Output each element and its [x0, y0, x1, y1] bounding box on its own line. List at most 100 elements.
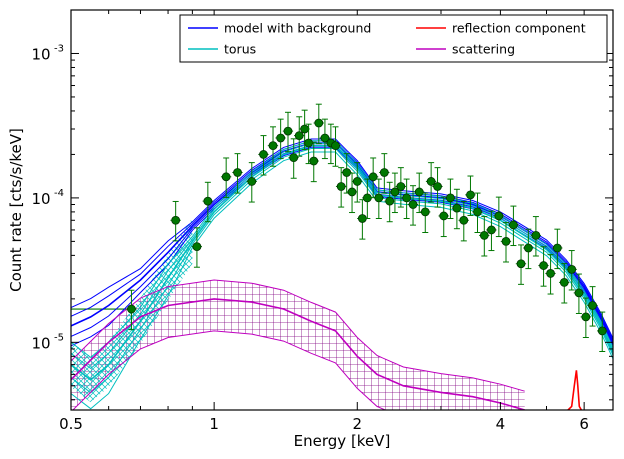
data-marker — [567, 264, 577, 274]
data-marker — [546, 269, 555, 278]
data-point — [573, 273, 585, 314]
data-point — [580, 297, 591, 339]
data-point — [425, 162, 437, 203]
data-marker — [259, 150, 268, 159]
data-point — [479, 216, 490, 257]
data-point — [445, 178, 456, 220]
data-point — [523, 228, 534, 270]
data-point — [362, 178, 373, 220]
data-point — [530, 216, 541, 257]
data-point — [486, 210, 497, 252]
data-point — [126, 289, 137, 331]
data-point — [330, 126, 341, 167]
plot-frame — [70, 9, 614, 411]
data-point — [566, 250, 577, 291]
data-marker — [439, 211, 449, 221]
data-marker — [433, 182, 442, 191]
data-marker — [203, 196, 213, 206]
data-marker — [396, 182, 406, 191]
data-point — [420, 192, 431, 234]
data-point — [258, 135, 269, 176]
data-marker — [487, 225, 496, 235]
data-marker — [420, 207, 430, 217]
data-point — [559, 263, 570, 304]
data-marker — [509, 220, 518, 230]
data-point — [552, 228, 563, 270]
data-point — [587, 286, 598, 327]
data-marker — [374, 193, 384, 203]
data-marker — [539, 261, 548, 270]
data-point — [389, 172, 401, 214]
data-marker — [347, 187, 357, 197]
data-marker — [352, 177, 362, 186]
data-points — [126, 103, 608, 353]
data-marker — [336, 182, 346, 191]
series-line-model-with-background-4 — [71, 138, 613, 339]
data-point — [401, 178, 412, 220]
data-marker — [276, 133, 286, 143]
data-point — [170, 200, 181, 242]
data-marker — [362, 193, 372, 203]
data-point — [313, 103, 324, 145]
series-line-scattering-0 — [72, 330, 387, 410]
y-axis-label: Count rate [cts/s/keV] — [7, 128, 25, 292]
data-marker — [379, 168, 389, 177]
data-marker — [446, 193, 455, 203]
data-point — [275, 118, 286, 160]
data-point — [303, 123, 314, 165]
data-marker — [289, 153, 299, 163]
data-marker — [342, 168, 352, 177]
data-marker — [368, 172, 378, 182]
y-tick-exponent: -4 — [54, 188, 64, 199]
data-point — [367, 157, 379, 198]
data-marker — [294, 131, 304, 141]
data-marker — [466, 190, 475, 200]
legend-label: model with background — [224, 21, 371, 36]
series-line-scattering-2 — [71, 279, 525, 392]
data-point — [432, 167, 443, 208]
data-marker — [233, 168, 242, 177]
y-tick-exponent: -5 — [54, 332, 64, 343]
data-point — [515, 244, 527, 285]
data-point — [299, 109, 310, 151]
data-marker — [501, 236, 511, 246]
series-line-reflection-component-0 — [567, 370, 583, 410]
data-point — [379, 153, 390, 194]
data-marker — [283, 126, 293, 136]
y-tick-exponent: -3 — [54, 43, 64, 54]
x-tick-label: 4 — [496, 415, 506, 433]
data-point — [341, 153, 352, 194]
data-point — [357, 199, 368, 240]
data-point — [538, 246, 549, 287]
legend-box — [179, 14, 608, 63]
data-point — [202, 181, 213, 223]
data-marker — [171, 215, 181, 225]
y-tick-label: 10 — [31, 190, 50, 208]
x-tick-label: 6 — [579, 415, 589, 433]
data-marker — [408, 200, 418, 209]
data-point — [407, 185, 419, 226]
data-marker — [309, 156, 319, 166]
data-point — [500, 222, 512, 263]
data-marker — [385, 196, 395, 206]
series-line-torus-4 — [71, 140, 613, 359]
data-marker — [516, 259, 526, 269]
x-tick-label: 0.5 — [59, 415, 83, 433]
legend: model with background reflection componen… — [179, 14, 608, 63]
data-point — [220, 157, 232, 198]
data-marker — [523, 243, 533, 253]
data-point — [288, 138, 299, 179]
data-marker — [304, 138, 313, 148]
data-marker — [320, 133, 330, 143]
data-point — [545, 254, 556, 295]
data-point — [465, 175, 476, 216]
data-point — [335, 167, 347, 208]
data-marker — [494, 211, 504, 221]
data-point — [458, 200, 469, 242]
data-point — [294, 116, 305, 157]
data-marker — [574, 288, 584, 298]
data-marker — [531, 231, 541, 240]
data-point — [438, 196, 449, 238]
data-marker — [559, 277, 569, 287]
